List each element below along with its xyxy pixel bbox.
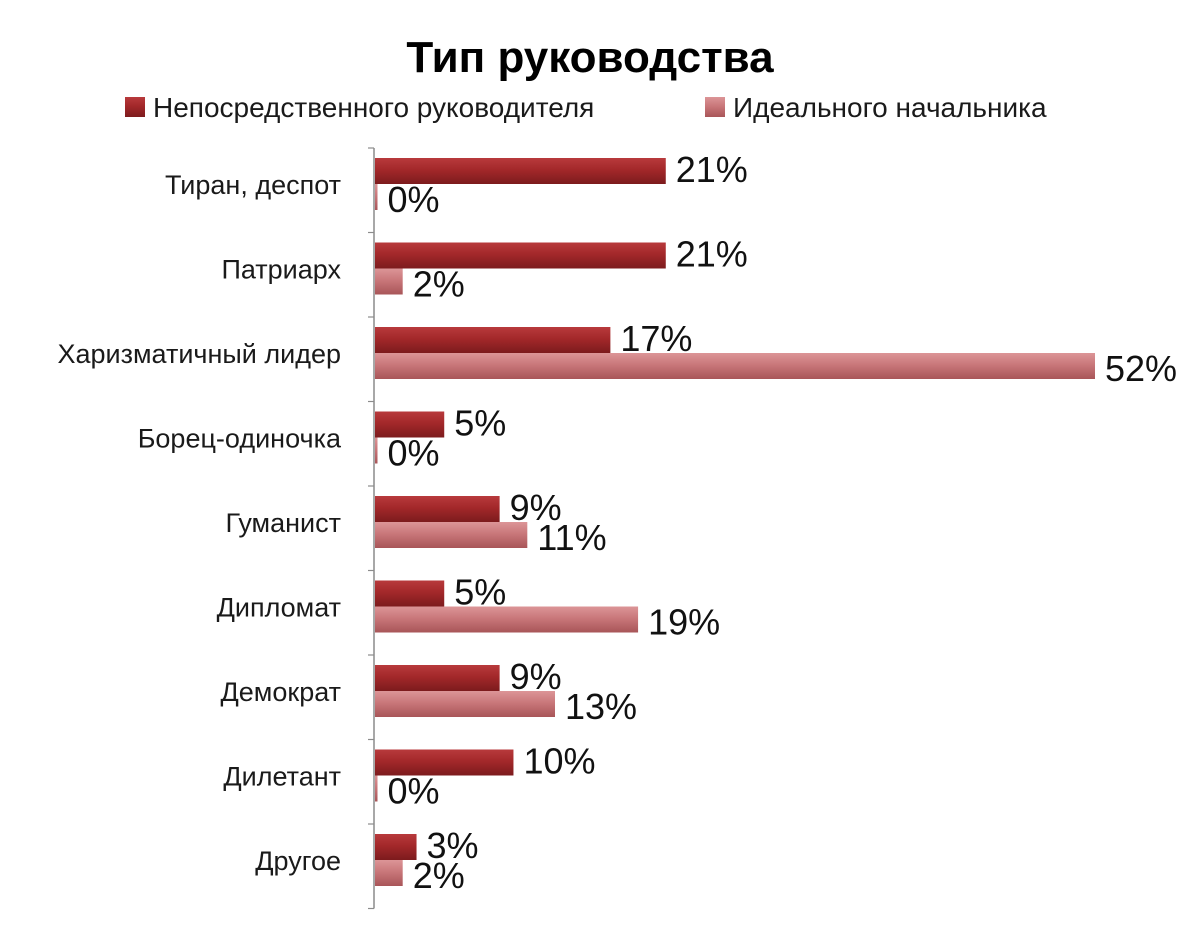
data-label-series-2: 52% <box>1105 348 1177 389</box>
category-label: Дилетант <box>223 762 341 792</box>
bar-series-2 <box>375 606 639 633</box>
data-label-series-1: 9% <box>510 487 562 528</box>
legend-label-series-2: Идеального начальника <box>733 92 1047 123</box>
data-label-series-2: 0% <box>388 433 440 474</box>
chart-title: Тип руководства <box>406 33 774 82</box>
data-label-series-1: 5% <box>454 572 506 613</box>
data-label-series-2: 13% <box>565 686 637 727</box>
bar-series-1 <box>375 496 500 522</box>
bar-series-1 <box>375 242 666 269</box>
data-label-series-1: 17% <box>620 318 692 359</box>
data-label-series-2: 2% <box>413 264 465 305</box>
bar-series-1 <box>375 749 514 776</box>
bar-series-1 <box>375 327 611 353</box>
category-label: Тиран, деспот <box>165 170 341 200</box>
category-label: Борец-одиночка <box>138 424 342 454</box>
data-label-series-2: 0% <box>388 771 440 812</box>
data-label-series-2: 0% <box>388 179 440 220</box>
data-label-series-1: 5% <box>454 403 506 444</box>
data-label-series-1: 3% <box>427 825 479 866</box>
bar-series-1 <box>375 580 445 607</box>
data-label-series-2: 2% <box>413 855 465 896</box>
bar-series-2 <box>375 353 1095 379</box>
bar-series-2 <box>375 268 403 295</box>
data-label-series-1: 21% <box>676 149 748 190</box>
legend-label-series-1: Непосредственного руководителя <box>153 92 594 123</box>
category-label: Харизматичный лидер <box>57 339 341 369</box>
category-label: Гуманист <box>226 508 341 538</box>
data-label-series-1: 9% <box>510 656 562 697</box>
data-label-series-1: 21% <box>676 234 748 275</box>
category-label: Дипломат <box>217 593 341 623</box>
category-label: Другое <box>255 846 341 876</box>
bar-series-2 <box>375 437 378 464</box>
category-label: Демократ <box>221 677 342 707</box>
data-label-series-2: 19% <box>648 602 720 643</box>
bar-series-2 <box>375 522 528 548</box>
bar-series-2 <box>375 775 378 802</box>
category-label: Патриарх <box>221 255 341 285</box>
legend-swatch-series-2 <box>705 97 725 117</box>
legend-swatch-series-1 <box>125 97 145 117</box>
data-label-series-1: 10% <box>523 741 595 782</box>
bar-series-1 <box>375 665 500 691</box>
data-label-series-2: 11% <box>537 517 606 558</box>
bar-series-1 <box>375 158 666 184</box>
bar-series-1 <box>375 834 417 860</box>
bar-series-2 <box>375 860 403 886</box>
legend: Непосредственного руководителя Идеальног… <box>125 92 1047 123</box>
bar-series-2 <box>375 691 555 717</box>
plot-area: Тиран, деспот 21% 0% Патриарх 21% 2% Харизмати… <box>57 147 1177 910</box>
bar-series-2 <box>375 184 378 210</box>
bar-series-1 <box>375 411 445 438</box>
